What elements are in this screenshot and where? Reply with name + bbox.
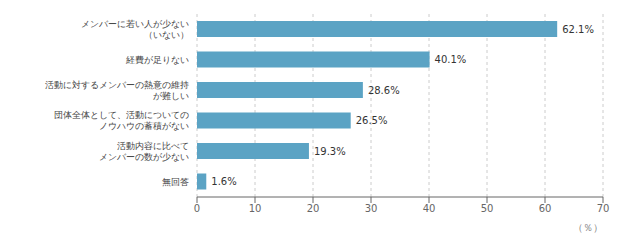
- svg-text:0: 0: [194, 203, 200, 214]
- svg-text:1.6%: 1.6%: [211, 176, 236, 187]
- svg-text:26.5%: 26.5%: [356, 115, 388, 126]
- svg-text:団体全体として、活動についてのノウハウの蓄積がない: 団体全体として、活動についてのノウハウの蓄積がない: [54, 110, 189, 131]
- svg-text:19.3%: 19.3%: [314, 146, 346, 157]
- svg-text:10: 10: [249, 203, 262, 214]
- svg-text:無回答: 無回答: [162, 177, 189, 187]
- svg-text:50: 50: [481, 203, 494, 214]
- svg-text:経費が足りない: 経費が足りない: [125, 55, 189, 65]
- svg-text:62.1%: 62.1%: [562, 24, 594, 35]
- svg-text:30: 30: [365, 203, 378, 214]
- svg-text:40: 40: [423, 203, 436, 214]
- svg-text:（％）: （％）: [573, 222, 603, 233]
- svg-text:20: 20: [307, 203, 320, 214]
- svg-text:60: 60: [539, 203, 552, 214]
- svg-text:70: 70: [597, 203, 610, 214]
- svg-text:28.6%: 28.6%: [368, 85, 400, 96]
- svg-text:40.1%: 40.1%: [435, 54, 467, 65]
- svg-text:活動に対するメンバーの熱意の維持が難しい: 活動に対するメンバーの熱意の維持が難しい: [45, 80, 189, 101]
- svg-text:活動内容に比べてメンバーの数が少ない: 活動内容に比べてメンバーの数が少ない: [99, 141, 189, 162]
- svg-text:メンバーに若い人が少ない（いない）: メンバーに若い人が少ない（いない）: [81, 19, 189, 40]
